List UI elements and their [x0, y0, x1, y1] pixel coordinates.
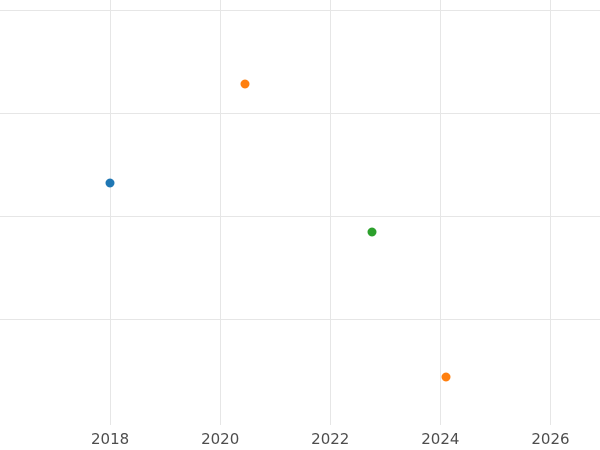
- gridline-vertical: [440, 0, 442, 425]
- gridline-vertical: [550, 0, 552, 425]
- scatter-point-series-orange: [441, 372, 451, 382]
- gridline-vertical: [110, 0, 112, 425]
- gridline-horizontal: [0, 319, 600, 320]
- gridline-horizontal: [0, 216, 600, 217]
- gridline-vertical: [220, 0, 222, 425]
- gridline-horizontal: [0, 113, 600, 114]
- scatter-point-series-blue: [105, 178, 115, 188]
- x-axis-tick-label: 2024: [421, 430, 460, 448]
- scatter-point-series-orange: [240, 79, 250, 89]
- scatter-point-series-green: [367, 227, 377, 237]
- gridline-horizontal: [0, 10, 600, 11]
- x-axis-tick-label: 2026: [531, 430, 570, 448]
- x-axis-tick-label: 2022: [311, 430, 350, 448]
- x-axis-tick-label: 2018: [90, 430, 130, 448]
- gridline-vertical: [330, 0, 332, 425]
- x-axis-tick-label: 2020: [201, 430, 240, 448]
